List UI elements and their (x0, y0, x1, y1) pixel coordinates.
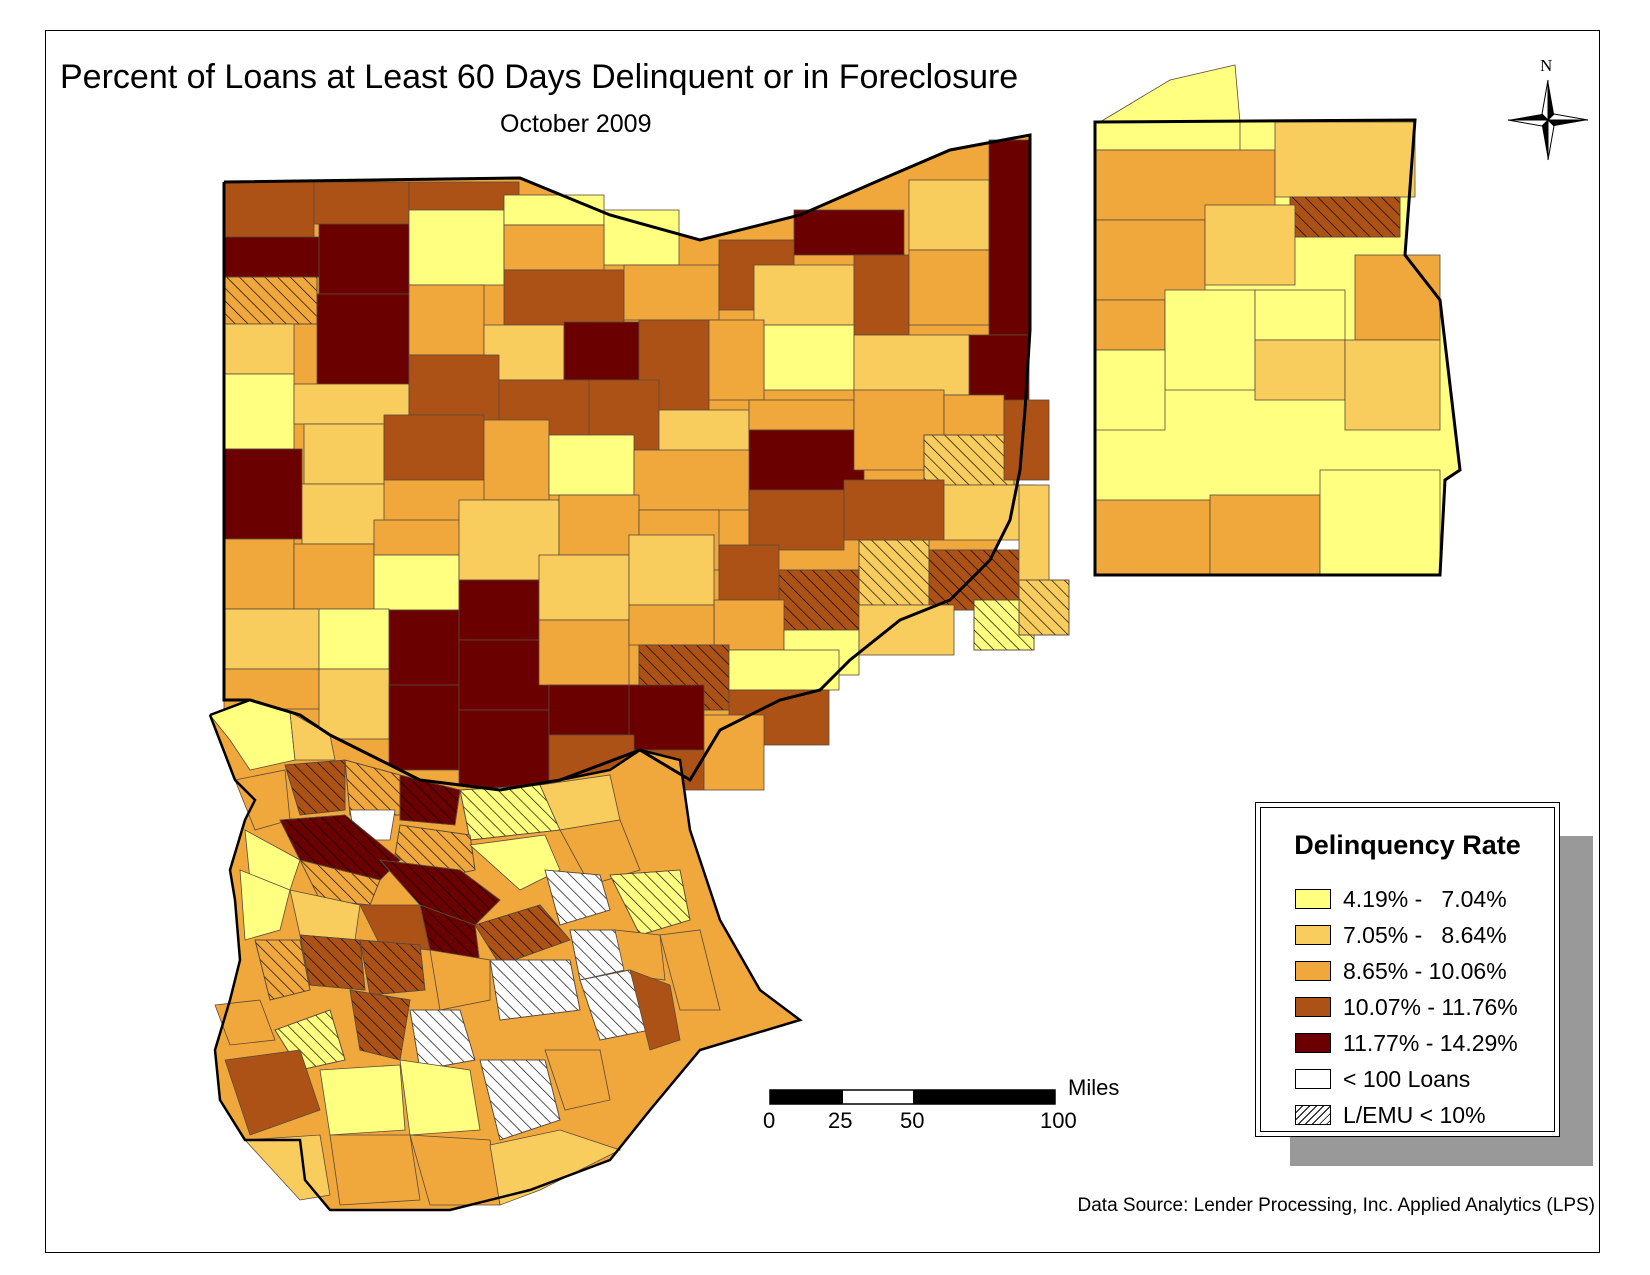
legend-swatch (1295, 925, 1331, 945)
scale-tick: 25 (828, 1108, 853, 1133)
legend-item: 7.05% - 8.64% (1295, 920, 1507, 950)
scale-tick: 100 (1040, 1108, 1077, 1133)
inset-outline (1093, 118, 1462, 577)
legend-swatch (1295, 1033, 1331, 1053)
north-label: N (1540, 56, 1553, 75)
map-subtitle: October 2009 (500, 110, 652, 138)
map-frame (45, 30, 1600, 1253)
legend-item: 10.07% - 11.76% (1295, 992, 1518, 1022)
legend-title: Delinquency Rate (1294, 830, 1521, 860)
legend-swatch (1295, 889, 1331, 909)
legend-label: 7.05% - 8.64% (1343, 921, 1507, 948)
scale-tick: 0 (763, 1108, 776, 1133)
legend-label: < 100 Loans (1343, 1065, 1471, 1092)
county-cells (223, 139, 1070, 791)
legend-item: L/EMU < 10% (1295, 1100, 1486, 1130)
inset-region (1094, 64, 1461, 576)
southern-counties (209, 699, 801, 1211)
legend-label: 4.19% - 7.04% (1343, 885, 1507, 912)
map-title: Percent of Loans at Least 60 Days Delinq… (60, 58, 1019, 96)
legend-label: 11.77% - 14.29% (1343, 1029, 1518, 1056)
legend-item: < 100 Loans (1295, 1064, 1470, 1094)
legend-label: 8.65% - 10.06% (1343, 957, 1507, 984)
legend-item: 8.65% - 10.06% (1295, 956, 1507, 986)
legend-label: 10.07% - 11.76% (1343, 993, 1518, 1020)
legend-label: L/EMU < 10% (1343, 1101, 1486, 1128)
legend-swatch (1295, 961, 1331, 981)
legend-swatch-hatched (1295, 1105, 1331, 1125)
south-boundary (208, 698, 803, 1212)
legend-item: 11.77% - 14.29% (1295, 1028, 1518, 1058)
legend-swatch (1295, 997, 1331, 1017)
legend-item: 4.19% - 7.04% (1295, 884, 1507, 914)
data-source-note: Data Source: Lender Processing, Inc. App… (1077, 1195, 1596, 1216)
legend: Delinquency Rate 4.19% - 7.04% 7.05% - 8… (1255, 802, 1560, 1137)
scale-tick: 50 (900, 1108, 925, 1133)
scale-bar (769, 1089, 1056, 1105)
scale-unit: Miles (1068, 1075, 1120, 1100)
north-arrow-icon (1507, 79, 1589, 161)
legend-swatch (1295, 1069, 1331, 1089)
